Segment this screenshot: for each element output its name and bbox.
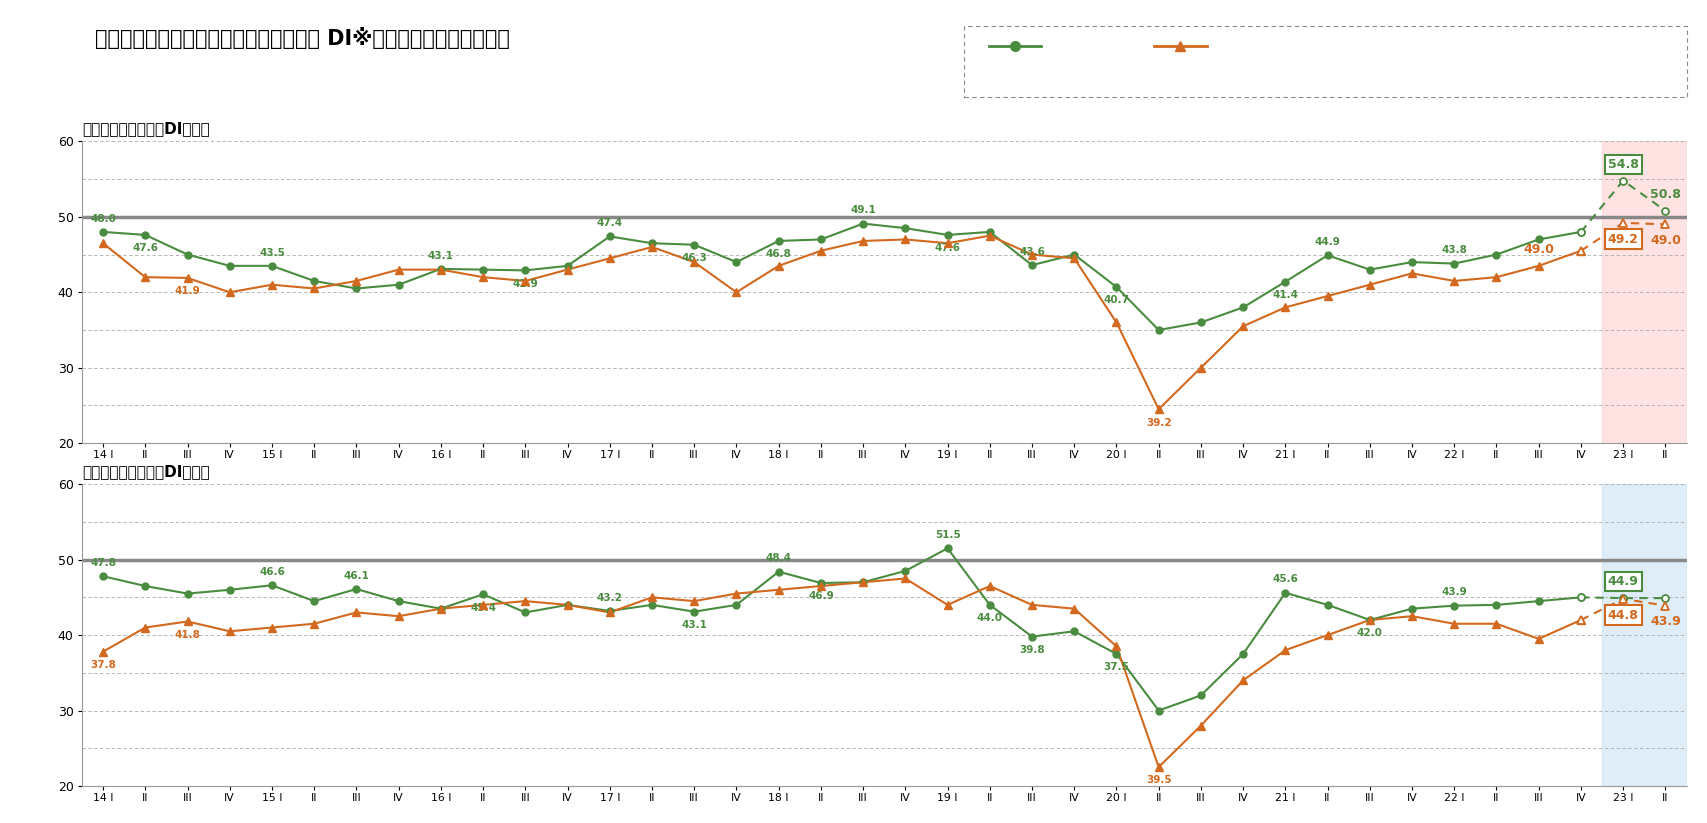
Bar [1603,484,1687,786]
Text: 39.5: 39.5 [1145,775,1171,785]
Text: 44.9: 44.9 [1314,237,1340,247]
Text: 47.8: 47.8 [90,558,116,568]
FancyBboxPatch shape [964,26,1687,97]
Text: 44.0: 44.0 [976,613,1002,623]
Text: DI50＝前年並み　※点線は見通し: DI50＝前年並み ※点線は見通し [1302,40,1432,53]
Text: 45.4: 45.4 [469,602,497,612]
Text: 49.0: 49.0 [1651,234,1681,247]
Text: 43.9: 43.9 [1441,588,1466,597]
Text: 41.4: 41.4 [1272,290,1299,300]
Text: 37.8: 37.8 [90,660,116,670]
Text: 43.9: 43.9 [1651,616,1681,629]
Text: 首都圈: 首都圈 [1050,40,1072,53]
Text: 49.0: 49.0 [1523,243,1553,256]
Text: 44.9: 44.9 [1608,575,1639,588]
Text: 46.8: 46.8 [766,249,792,259]
Text: 46.9: 46.9 [807,592,833,602]
Text: 45.6: 45.6 [1272,574,1299,584]
Text: 49.1: 49.1 [850,205,876,216]
Text: 46.6: 46.6 [259,567,285,577]
Text: 46.1: 46.1 [343,570,369,581]
Text: 47.6: 47.6 [934,244,961,253]
Text: 43.8: 43.8 [1441,245,1468,255]
Text: 43.2: 43.2 [597,593,623,602]
Text: 40.7: 40.7 [1103,295,1130,305]
Text: 43.1: 43.1 [681,620,707,630]
Text: 42.0: 42.0 [1357,628,1383,639]
Text: 39.2: 39.2 [1145,417,1171,427]
Text: 46.3: 46.3 [681,253,707,263]
Text: 37.5: 37.5 [1103,663,1130,672]
Text: I：1～3月期　II：4～6月期　III：7～9月期　IV：10～12月期: I：1～3月期 II：4～6月期 III：7～9月期 IV：10～12月期 [1005,74,1260,87]
Text: 43.6: 43.6 [1019,247,1045,257]
Text: 43.1: 43.1 [428,250,454,261]
Text: 47.4: 47.4 [597,218,623,228]
Text: 41.9: 41.9 [174,286,200,296]
Text: 図表２　売買の業況DIの推移: 図表２ 売買の業況DIの推移 [82,464,210,479]
Text: 48.0: 48.0 [90,214,116,224]
Text: 48.4: 48.4 [766,553,792,564]
Text: 図表１　賃貸の業況DIの推移: 図表１ 賃貸の業況DIの推移 [82,121,210,136]
Text: ＜首都圈・近畢圈の業況判断指数（業況 DI※前年同期比）の推移　＞: ＜首都圈・近畢圈の業況判断指数（業況 DI※前年同期比）の推移 ＞ [96,27,510,49]
Text: 49.2: 49.2 [1608,233,1639,245]
Text: 47.6: 47.6 [131,244,159,253]
Text: 50.8: 50.8 [1651,188,1681,201]
Text: 54.8: 54.8 [1608,158,1639,171]
Text: 近畢圈: 近畢圈 [1215,40,1238,53]
Text: 51.5: 51.5 [935,530,961,540]
Text: 42.9: 42.9 [512,279,538,289]
Text: 43.5: 43.5 [259,248,285,258]
Text: 44.8: 44.8 [1608,608,1639,621]
Text: 41.8: 41.8 [174,630,200,639]
Bar [1603,142,1687,443]
Text: 39.8: 39.8 [1019,645,1045,655]
